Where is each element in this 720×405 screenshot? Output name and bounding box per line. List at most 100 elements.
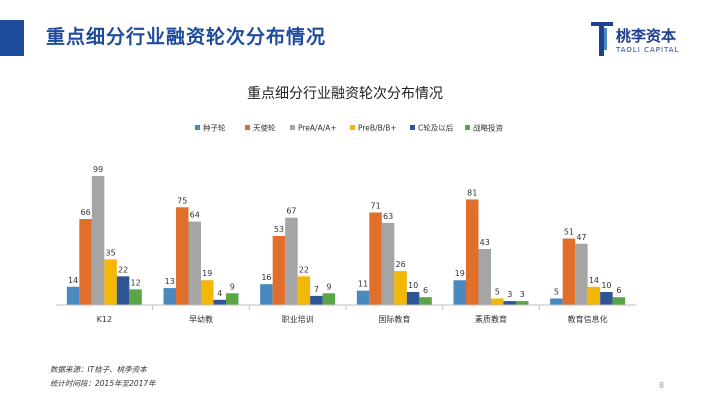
bar — [163, 288, 176, 305]
bar — [381, 222, 395, 305]
data-label: 26 — [395, 260, 405, 269]
data-label: 5 — [554, 287, 559, 296]
legend-swatch — [245, 125, 250, 130]
bar — [322, 293, 336, 305]
bar — [91, 176, 105, 305]
data-label: 99 — [93, 165, 103, 174]
bar — [466, 199, 479, 305]
data-label: 9 — [230, 282, 235, 291]
data-label: 13 — [165, 277, 175, 286]
logo-name: 桃李资本 — [616, 27, 677, 45]
legend-swatch — [410, 125, 415, 130]
bar — [503, 301, 516, 305]
bar — [297, 276, 311, 305]
data-label: 22 — [299, 265, 309, 274]
legend-label: 天使轮 — [253, 123, 276, 133]
bar — [550, 298, 563, 305]
x-tick-label: K12 — [97, 315, 112, 324]
data-label: 53 — [274, 225, 284, 234]
x-axis-ticks: K12 早幼教 职业培训 国际教育 素质教育 教育信息化 — [97, 305, 608, 324]
bar — [79, 219, 92, 305]
legend-swatch — [350, 125, 355, 130]
legend-label: 种子轮 — [203, 123, 226, 133]
data-label: 67 — [286, 207, 296, 216]
legend-label: PreA/A/A+ — [298, 124, 337, 133]
x-tick-label: 早幼教 — [189, 314, 213, 324]
bar — [201, 280, 214, 305]
data-label: 5 — [495, 287, 500, 296]
x-tick-label: 素质教育 — [475, 314, 507, 324]
data-label: 19 — [202, 269, 212, 278]
bar — [453, 280, 466, 305]
x-tick-label: 职业培训 — [282, 314, 314, 324]
bar — [419, 297, 432, 305]
chart-legend: 种子轮 天使轮 PreA/A/A+ PreB/B/B+ C轮及以后 战略投资 — [195, 123, 503, 133]
bar — [478, 248, 491, 305]
bar — [587, 286, 601, 305]
data-label: 6 — [616, 286, 621, 295]
bar — [213, 299, 226, 305]
bar — [226, 293, 239, 305]
bar — [394, 271, 407, 305]
bar — [260, 284, 273, 305]
data-label: 11 — [358, 280, 368, 289]
data-label: 10 — [408, 281, 418, 290]
bar — [188, 221, 201, 305]
logo: 桃李资本 TAOLI CAPITAL — [590, 18, 710, 62]
bar — [129, 289, 142, 305]
bar — [272, 235, 286, 305]
data-label: 51 — [564, 228, 574, 237]
data-label: 3 — [520, 290, 525, 299]
bar — [369, 212, 382, 305]
data-label: 47 — [576, 233, 586, 242]
bar — [356, 290, 370, 305]
chart-title: 重点细分行业融资轮次分布情况 — [247, 86, 443, 102]
data-source-note: 数据来源：IT桔子、桃李资本 — [50, 365, 147, 374]
legend-swatch — [195, 125, 200, 130]
title-accent-bar — [0, 20, 24, 56]
data-label: 63 — [383, 212, 393, 221]
data-label: 9 — [326, 282, 331, 291]
slide-title: 重点细分行业融资轮次分布情况 — [46, 26, 327, 48]
legend-swatch — [465, 125, 470, 130]
data-label: 7 — [314, 285, 319, 294]
bar — [491, 298, 504, 305]
data-label: 4 — [217, 289, 222, 298]
x-tick-label: 教育信息化 — [568, 314, 608, 324]
time-period-note: 统计时间段：2015年至2017年 — [50, 379, 156, 388]
data-label: 14 — [589, 276, 599, 285]
bar — [600, 291, 613, 305]
legend-label: 战略投资 — [473, 123, 503, 133]
bar — [116, 276, 130, 305]
data-label: 3 — [507, 290, 512, 299]
legend-swatch — [290, 125, 295, 130]
data-label: 6 — [423, 286, 428, 295]
bar — [310, 295, 323, 305]
bar — [66, 286, 80, 305]
bar — [516, 301, 529, 305]
x-tick-label: 国际教育 — [378, 314, 410, 324]
legend-label: PreB/B/B+ — [358, 124, 397, 133]
data-label: 10 — [601, 281, 611, 290]
bar — [406, 291, 420, 305]
bar — [176, 207, 189, 305]
legend-label: C轮及以后 — [418, 123, 454, 133]
bar — [285, 217, 298, 305]
logo-t-icon — [591, 22, 613, 56]
data-label: 71 — [370, 201, 380, 210]
data-label: 16 — [261, 273, 271, 282]
page-number: 8 — [659, 381, 665, 390]
logo-subtitle: TAOLI CAPITAL — [616, 46, 680, 54]
data-label: 12 — [130, 278, 140, 287]
bar — [562, 238, 576, 305]
data-label: 81 — [467, 188, 477, 197]
bar — [575, 243, 588, 305]
data-label: 22 — [118, 265, 128, 274]
data-label: 66 — [80, 208, 90, 217]
data-label: 64 — [190, 211, 200, 220]
data-label: 43 — [480, 238, 490, 247]
data-label: 75 — [177, 196, 187, 205]
data-label: 19 — [455, 269, 465, 278]
